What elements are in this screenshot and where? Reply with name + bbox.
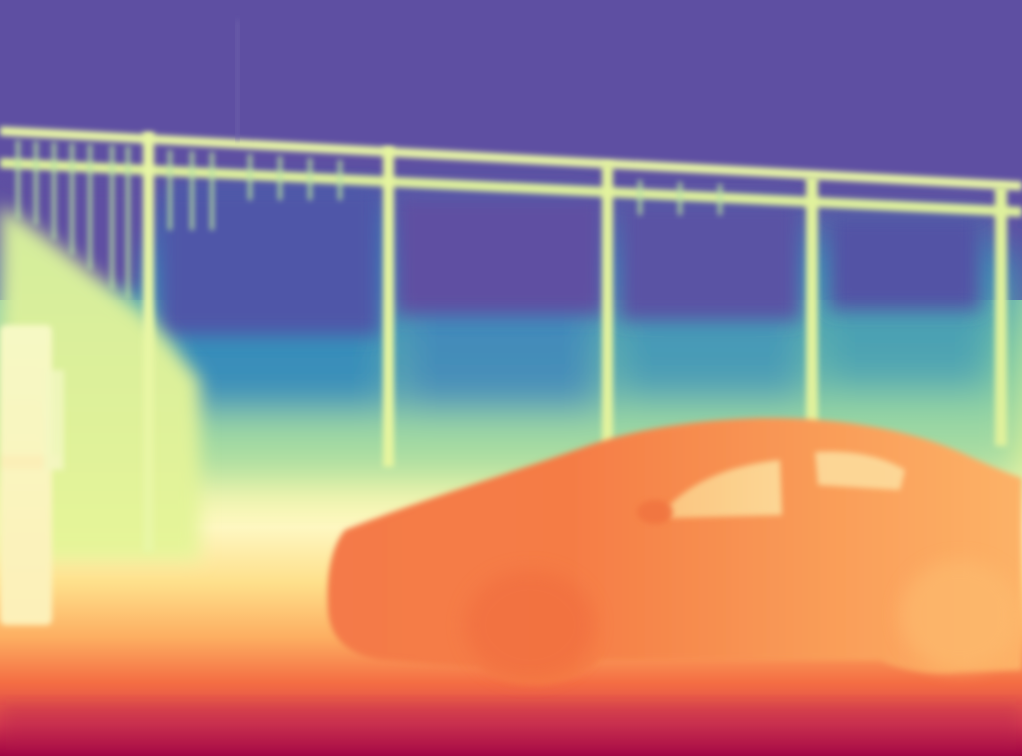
car-rear-wheel — [900, 560, 1020, 670]
car-front-wheel — [465, 570, 595, 680]
car-rear-window — [665, 460, 782, 518]
railing — [0, 20, 1022, 552]
car — [327, 417, 1022, 685]
car-mirror — [637, 500, 673, 524]
car-side-window — [815, 451, 905, 490]
left-object — [0, 325, 64, 625]
near-ground — [0, 705, 1022, 756]
